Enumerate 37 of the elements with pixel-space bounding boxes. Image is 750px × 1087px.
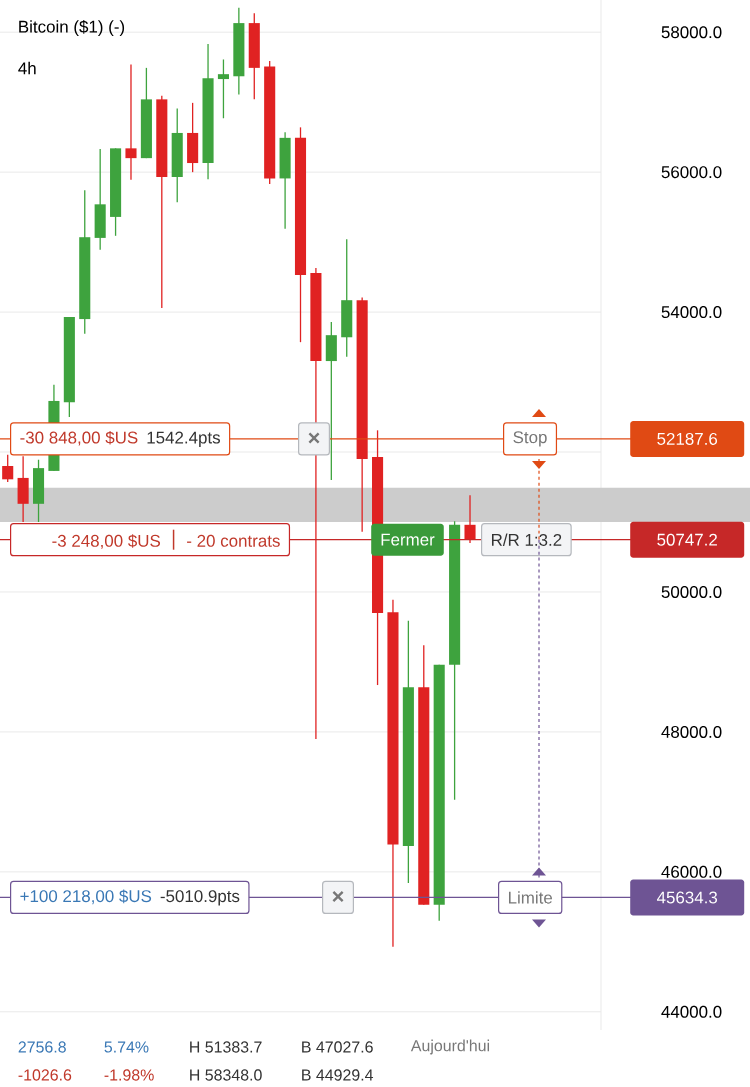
annotation: Fermer	[381, 533, 435, 546]
annotation: -30 848,00 $US	[20, 430, 138, 446]
annotation: Stop	[513, 431, 547, 447]
text: 4h	[18, 61, 36, 75]
annotation: - 20 contrats	[187, 534, 280, 547]
text: 5.74%	[104, 1041, 149, 1053]
annotation: 1542.4pts	[147, 431, 221, 447]
y-tick-label: 56000.0	[661, 166, 722, 179]
annotation: ×	[308, 432, 320, 444]
candlestick	[464, 494, 476, 544]
annotation: -3 248,00 $US	[52, 534, 161, 549]
text: -1026.6	[18, 1069, 72, 1081]
text: B 44929.4	[302, 1069, 374, 1081]
text: Aujourd'hui	[410, 1039, 490, 1055]
annotation: ×	[332, 891, 344, 903]
candlestick	[2, 454, 14, 483]
y-tick-label: 58000.0	[661, 26, 722, 39]
text: B 47027.6	[302, 1041, 373, 1053]
y-tick-label: 46000.0	[661, 865, 722, 878]
ref-line-label: 45634.3	[656, 891, 718, 904]
text: 2756.8	[18, 1041, 66, 1053]
text: H 51383.7	[190, 1041, 262, 1053]
text: Bitcoin ($1) (-)	[19, 19, 125, 37]
text: H 58348.0	[190, 1069, 262, 1081]
y-tick-label: 44000.0	[661, 1005, 722, 1018]
annotation: R/R 1:3.2	[492, 533, 562, 546]
text: -1.98%	[104, 1069, 154, 1081]
candlestick	[217, 58, 229, 119]
ref-line-label: 50747.2	[657, 533, 717, 546]
candlestick	[125, 63, 137, 181]
annotation: +100 218,00 $US	[20, 889, 152, 905]
annotation: Limite	[508, 891, 553, 904]
annotation: -5010.9pts	[160, 890, 240, 906]
y-tick-label: 50000.0	[661, 585, 722, 598]
y-tick-label: 54000.0	[661, 306, 722, 319]
y-tick-label: 48000.0	[661, 725, 722, 738]
ref-line-label: 52187.6	[657, 432, 718, 445]
